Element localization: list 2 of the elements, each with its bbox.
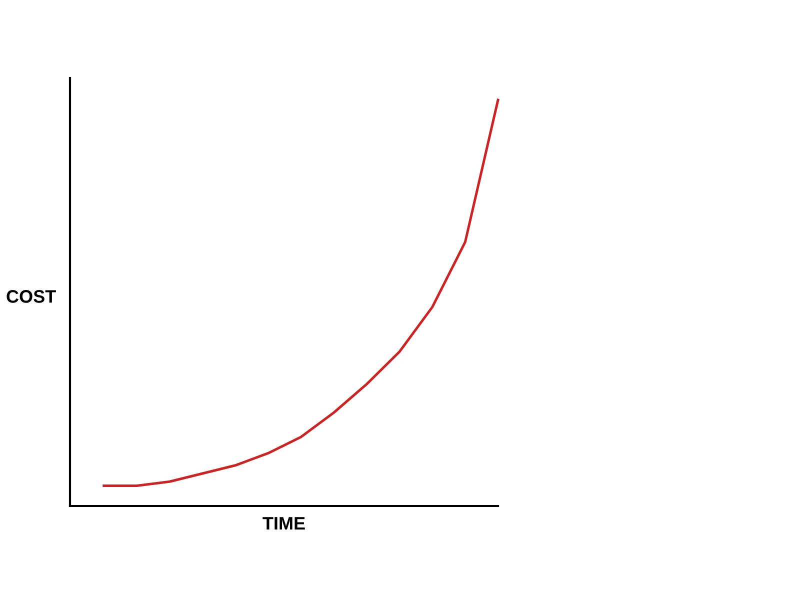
y-axis-title: COST	[6, 290, 56, 303]
x-axis-title: TIME	[262, 517, 305, 530]
